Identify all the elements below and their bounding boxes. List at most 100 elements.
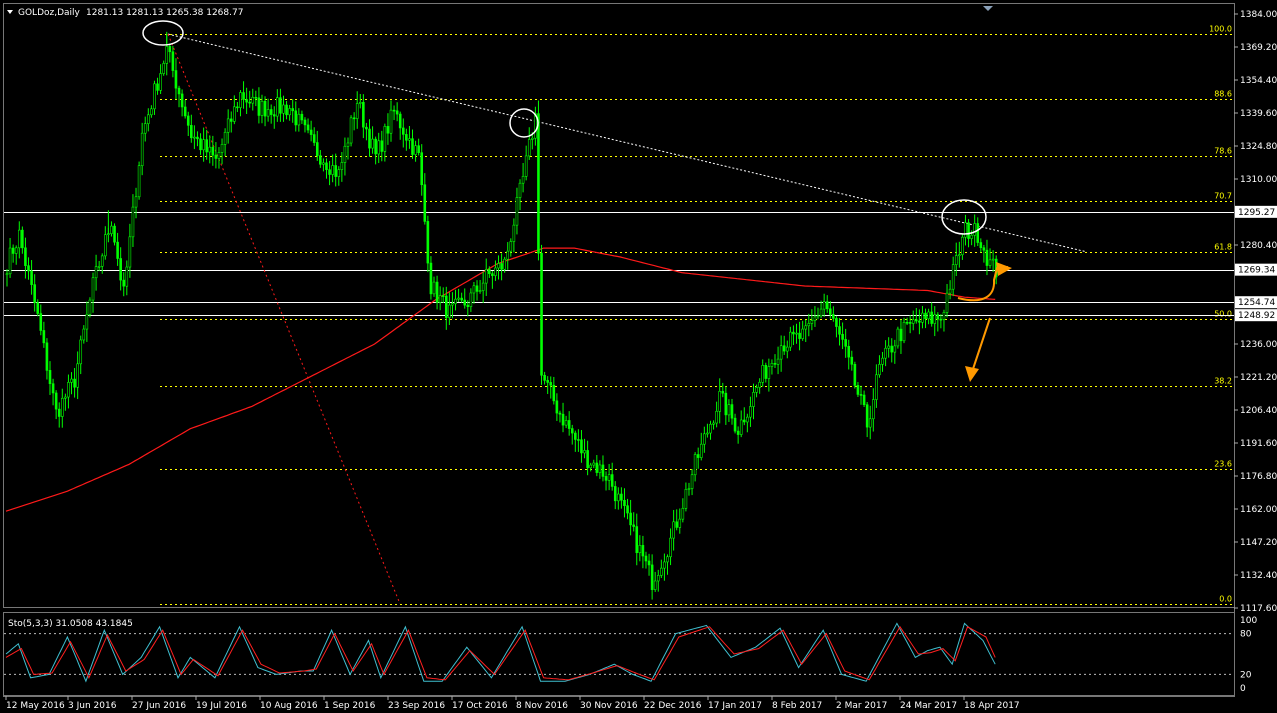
candle-body <box>73 378 76 388</box>
candle-body <box>739 419 743 435</box>
candle-body <box>933 314 937 324</box>
fibonacci-retracement[interactable]: 100.0 88.6 78.6 70.7 61.8 50.0 38.2 23.6 0.0 <box>160 25 1234 605</box>
candle-body <box>491 273 494 276</box>
candle-body <box>964 222 967 238</box>
candle-body <box>887 345 890 349</box>
candle-body <box>438 295 442 303</box>
candle-body <box>847 346 851 358</box>
candle-body <box>835 318 838 327</box>
candle-body <box>54 392 58 410</box>
candle-body <box>239 92 242 108</box>
candle-body <box>226 118 230 133</box>
candle-body <box>899 328 903 342</box>
candle-body <box>629 512 632 526</box>
stoch-tick-label: 100 <box>1240 616 1257 626</box>
price-line-tag <box>1235 296 1277 309</box>
price-tick-label: 1384.00 <box>1240 10 1277 20</box>
candle-body <box>211 146 215 156</box>
candle-body <box>162 63 165 74</box>
candle-body <box>208 146 212 153</box>
candle-body <box>177 87 181 95</box>
candle-body <box>669 537 672 558</box>
candle-body <box>592 462 596 466</box>
candle-body <box>223 131 227 145</box>
candle-body <box>229 118 233 122</box>
time-tick-label: 30 Nov 2016 <box>580 701 638 711</box>
price-line-tag-label: 1254.74 <box>1238 298 1275 308</box>
dropdown-triangle-icon[interactable] <box>7 10 13 14</box>
chart-shift-marker-icon[interactable] <box>983 6 993 11</box>
candle-body <box>844 339 847 347</box>
candle-body <box>927 311 930 320</box>
candle-body <box>567 420 571 429</box>
candle-body <box>466 304 470 307</box>
time-tick-label: 12 May 2016 <box>6 701 65 711</box>
candle-body <box>893 345 897 353</box>
candle-body <box>985 249 989 266</box>
resistance-trendline[interactable] <box>167 33 1086 252</box>
moving-average-line <box>5 247 996 512</box>
time-tick-label: 27 Jun 2016 <box>132 701 186 711</box>
candle-body <box>607 474 611 481</box>
candle-body <box>859 394 863 396</box>
candle-body <box>875 374 878 400</box>
candle-body <box>795 332 798 335</box>
candle-body <box>610 474 614 487</box>
candle-body <box>414 145 417 155</box>
candle-body <box>472 285 476 294</box>
time-tick-label: 19 Jul 2016 <box>196 701 247 711</box>
candle-body <box>309 129 313 135</box>
candle-body <box>696 454 700 458</box>
candle-body <box>159 73 162 91</box>
candle-body <box>358 102 362 104</box>
time-tick-label: 17 Oct 2016 <box>452 701 508 711</box>
candle-body <box>905 321 909 324</box>
candle-body <box>251 96 255 104</box>
candle-body <box>635 526 639 554</box>
candle-body <box>17 229 21 249</box>
stoch-main-line <box>5 622 996 683</box>
candle-body <box>110 225 113 234</box>
candle-body <box>503 258 506 270</box>
candle-body <box>540 252 543 376</box>
candle-body <box>939 318 943 321</box>
candle-body <box>199 138 202 151</box>
candle-body <box>300 113 304 121</box>
candle-body <box>558 412 562 415</box>
candle-body <box>48 370 52 384</box>
candle-body <box>312 134 316 143</box>
candle-body <box>355 103 359 119</box>
candle-body <box>322 162 325 165</box>
candle-body <box>107 233 110 235</box>
candle-body <box>30 270 33 285</box>
candle-body <box>699 443 703 458</box>
candle-body <box>183 106 187 117</box>
candle-body <box>494 267 497 276</box>
candle-body <box>352 117 356 120</box>
candle-body <box>595 462 599 473</box>
candle-body <box>948 288 952 294</box>
candle-body <box>113 225 116 243</box>
candle-body <box>36 302 40 314</box>
candle-body <box>423 184 427 222</box>
candle-body <box>8 247 12 275</box>
candle-body <box>432 281 436 295</box>
candle-body <box>675 521 678 528</box>
candle-body <box>564 420 568 426</box>
candle-body <box>500 263 503 270</box>
candle-body <box>881 357 884 365</box>
time-tick-label: 24 Mar 2017 <box>900 701 957 711</box>
trendlines <box>167 33 1086 604</box>
candle-body <box>518 182 522 198</box>
candle-body <box>782 345 786 352</box>
candle-body <box>481 282 485 291</box>
candle-body <box>331 165 334 175</box>
candle-body <box>804 325 808 330</box>
candle-body <box>945 292 949 313</box>
candle-body <box>417 145 420 153</box>
candle-body <box>441 295 445 297</box>
candle-body <box>263 100 267 117</box>
candle-body <box>678 518 682 528</box>
